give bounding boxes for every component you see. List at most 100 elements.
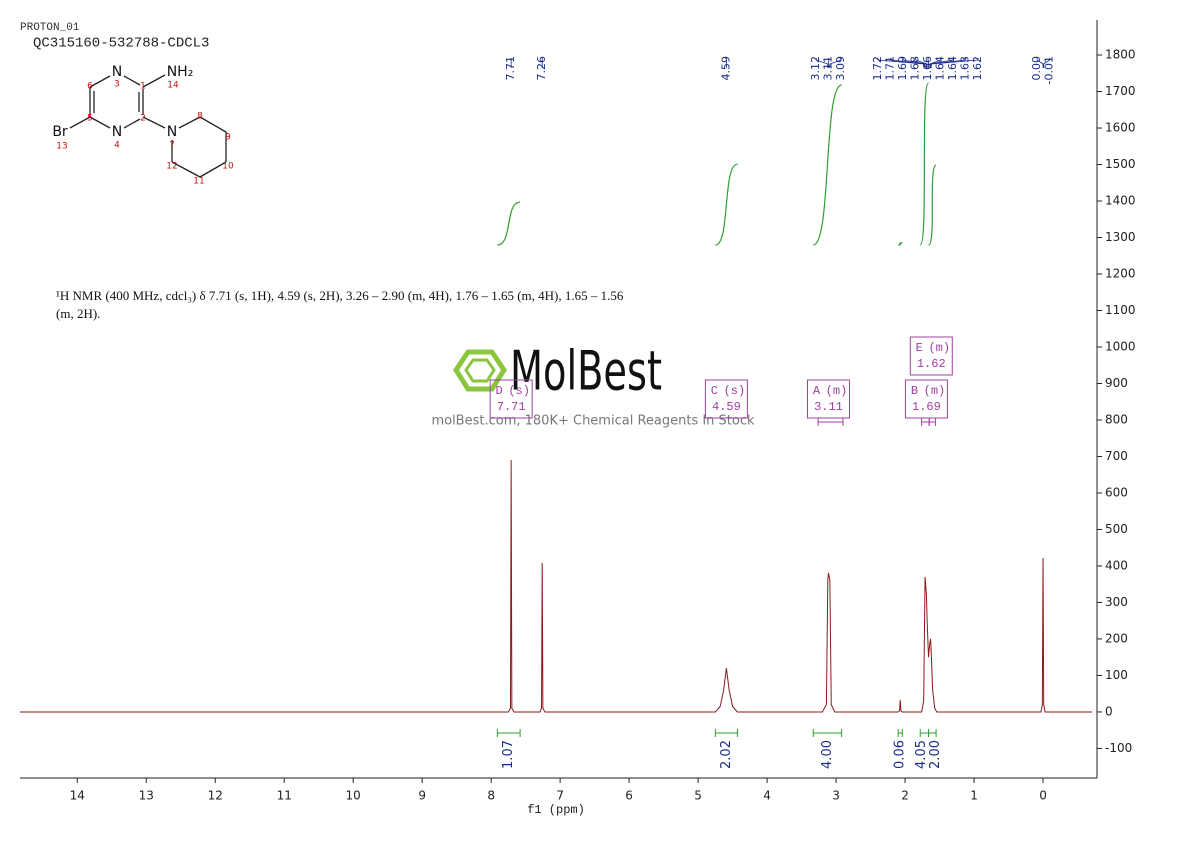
peak-label: 7.26 [535,56,548,81]
y-tick-label: 1300 [1105,230,1136,244]
integral-curve [497,201,521,246]
multiplet-box [806,379,850,419]
spectrum-line [20,460,1092,713]
multiplet-range [928,418,936,426]
atom-number: 2 [140,114,146,124]
peak-pointer [915,58,928,68]
description: ¹H NMR (400 MHz, cdcl₃) δ 7.71 (s, 1H), … [56,288,624,321]
x-tick-label: 7 [556,789,564,803]
peak-label: 3.12 [809,56,822,81]
peak-pointer [829,58,842,68]
y-tick-label: 400 [1105,558,1128,572]
x-tick-label: 6 [625,789,633,803]
atom-number: 14 [167,81,179,91]
multiplet-type: (m) [924,384,946,398]
x-tick-label: 2 [901,789,909,803]
peak-label: 3.11 [822,56,835,81]
multiplet-box [904,379,948,419]
atom-number: 10 [222,162,234,172]
peak-pointer [930,58,979,68]
multiplet-shift: 7.71 [497,400,526,414]
y-tick-label: 1000 [1105,339,1136,353]
multiplet-name: C [711,384,718,398]
peak-pointer [1043,58,1051,68]
peak-label: 1.64 [946,56,959,81]
atom-number: 6 [87,82,93,92]
peak-label: 3.09 [834,56,847,81]
peak-pointer [929,58,954,68]
x-tick-label: 3 [832,789,840,803]
atom-number: 12 [166,162,177,172]
integral-bracket [897,729,903,737]
multiplet-box [909,336,953,376]
atom-label: N [112,64,122,80]
atom-label: N [167,124,177,140]
x-axis-title: f1 (ppm) [527,803,585,817]
multiplet-type: (s) [508,384,530,398]
x-tick-label: 12 [208,789,223,803]
integral-label: 0.06 [893,740,908,769]
peak-label: 1.72 [871,56,884,81]
y-tick-label: -100 [1105,741,1132,755]
peak-pointer [890,58,926,68]
atom-number: 3 [114,80,120,90]
atom-label: Br [52,124,68,140]
peak-label: 4.59 [719,56,732,81]
y-tick-label: 600 [1105,485,1128,499]
atom-number: 8 [197,112,203,122]
multiplet-type: (m) [928,341,950,355]
y-tick-label: 100 [1105,668,1128,682]
multiplet-shift: 1.62 [917,357,946,371]
peak-pointer [902,58,927,68]
peak-label: 1.71 [884,56,897,81]
experiment-name: PROTON_01 [20,22,80,34]
multiplet-shift: 3.11 [814,400,843,414]
integral-bracket [496,729,521,737]
peak-label: 1.64 [934,56,947,81]
atom-number: 13 [56,142,67,152]
peak-pointer [877,58,925,68]
atom-number: 9 [225,133,231,143]
multiplet-box [489,379,533,419]
integral-curve [927,164,937,246]
integral-label: 4.00 [820,740,835,769]
integral-label: 2.00 [928,740,943,769]
multiplet-name: E [916,341,923,355]
structure-bonds [69,74,227,178]
y-tick-label: 700 [1105,449,1128,463]
atom-number: 1 [140,82,146,92]
watermark-tagline: molBest.com, 180K+ Chemical Reagents In … [431,414,755,429]
y-tick-label: 0 [1105,704,1113,718]
integral-label: 2.02 [719,740,734,769]
integral-label: 4.05 [914,740,929,769]
multiplet-range [817,418,844,426]
integral-curve [813,84,842,246]
sample-name: QC315160-532788-CDCL3 [33,36,209,52]
x-tick-label: 1 [970,789,978,803]
x-tick-label: 5 [694,789,702,803]
multiplet-type: (m) [826,384,848,398]
peak-label: -0.01 [1043,56,1056,84]
integral-label: 1.07 [501,740,516,769]
peak-label: 1.63 [959,56,972,81]
integral-bracket [812,729,843,737]
peak-pointer [1036,58,1044,68]
integral-curve [919,82,930,246]
y-tick-label: 300 [1105,595,1128,609]
integral-bracket [919,729,930,737]
integral-curve [898,242,903,246]
peak-label: 1.69 [896,56,909,81]
multiplet-type: (s) [724,384,746,398]
x-tick-label: 9 [418,789,426,803]
multiplet-name: B [911,384,918,398]
integral-curve [715,163,738,246]
atom-label: NH₂ [167,64,194,80]
atom-number: 11 [193,177,204,187]
y-tick-label: 1500 [1105,157,1136,171]
y-tick-label: 500 [1105,522,1128,536]
atom-label: N [112,124,122,140]
atom-number: 5 [87,114,93,124]
atom-number: 7 [169,141,175,151]
y-tick-label: 1800 [1105,48,1136,62]
